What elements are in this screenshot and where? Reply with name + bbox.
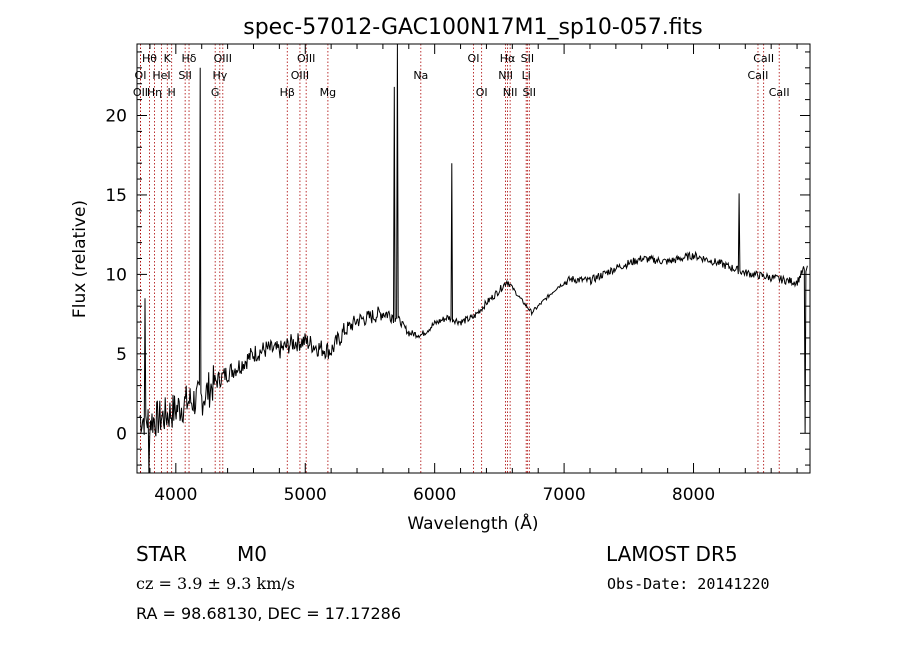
- line-label: OI: [135, 69, 147, 82]
- line-label: OIII: [291, 69, 309, 82]
- line-label: G: [211, 86, 220, 99]
- line-label: H: [168, 86, 176, 99]
- redshift-cz: cz = 3.9 ± 9.3 km/s: [136, 574, 295, 593]
- line-label: OI: [468, 52, 480, 65]
- line-label: OIII: [214, 52, 232, 65]
- spectrum-layer: [139, 43, 808, 474]
- observation-date: Obs-Date: 20141220: [607, 575, 770, 593]
- x-axis-ticks: 4000 5000 6000 7000 8000: [149, 44, 798, 505]
- survey-name: LAMOST DR5: [606, 542, 738, 566]
- line-label: SII: [178, 69, 191, 82]
- line-label: Hη: [147, 86, 162, 99]
- line-markers: [140, 44, 780, 473]
- ra-dec: RA = 98.68130, DEC = 17.17286: [136, 604, 401, 623]
- spectrum-line: [139, 43, 808, 474]
- line-label: NII: [498, 69, 513, 82]
- x-axis-label: Wavelength (Å): [407, 512, 538, 534]
- line-label: CaII: [769, 86, 790, 99]
- line-label: Hθ: [142, 52, 157, 65]
- line-label: OII: [133, 86, 148, 99]
- y-tick-label: 20: [105, 107, 127, 127]
- line-label: Hγ: [212, 69, 227, 82]
- y-axis-label: Flux (relative): [70, 200, 90, 318]
- y-axis-ticks: 0 5 10 15 20: [105, 51, 810, 466]
- line-label: SII: [523, 86, 536, 99]
- line-label: Na: [413, 69, 428, 82]
- x-tick-label: 7000: [542, 485, 585, 505]
- line-label: Hα: [500, 52, 516, 65]
- line-label: Hδ: [182, 52, 197, 65]
- object-class: STAR: [136, 542, 187, 566]
- line-label: Hβ: [280, 86, 295, 99]
- line-label: K: [164, 52, 172, 65]
- line-label: CaII: [753, 52, 774, 65]
- chart-title: spec-57012-GAC100N17M1_sp10-057.fits: [243, 15, 703, 40]
- y-tick-label: 10: [105, 265, 127, 285]
- y-tick-label: 15: [105, 186, 127, 206]
- line-labels: OIIOIHθHηHeIKHSIIHδGHγOIIIHβOIIIOIIIMgNa…: [133, 52, 790, 99]
- line-label: Mg: [320, 86, 336, 99]
- line-label: HeI: [152, 69, 170, 82]
- x-tick-label: 5000: [284, 485, 327, 505]
- object-subclass: M0: [237, 542, 267, 566]
- line-label: OI: [476, 86, 488, 99]
- line-label: SII: [521, 52, 534, 65]
- x-tick-label: 6000: [413, 485, 456, 505]
- y-tick-label: 5: [116, 345, 127, 365]
- x-tick-label: 4000: [154, 485, 197, 505]
- line-label: NII: [503, 86, 518, 99]
- y-tick-label: 0: [116, 424, 127, 444]
- x-tick-label: 8000: [672, 485, 715, 505]
- line-label: Li: [522, 69, 531, 82]
- line-label: CaII: [748, 69, 769, 82]
- line-label: OIII: [297, 52, 315, 65]
